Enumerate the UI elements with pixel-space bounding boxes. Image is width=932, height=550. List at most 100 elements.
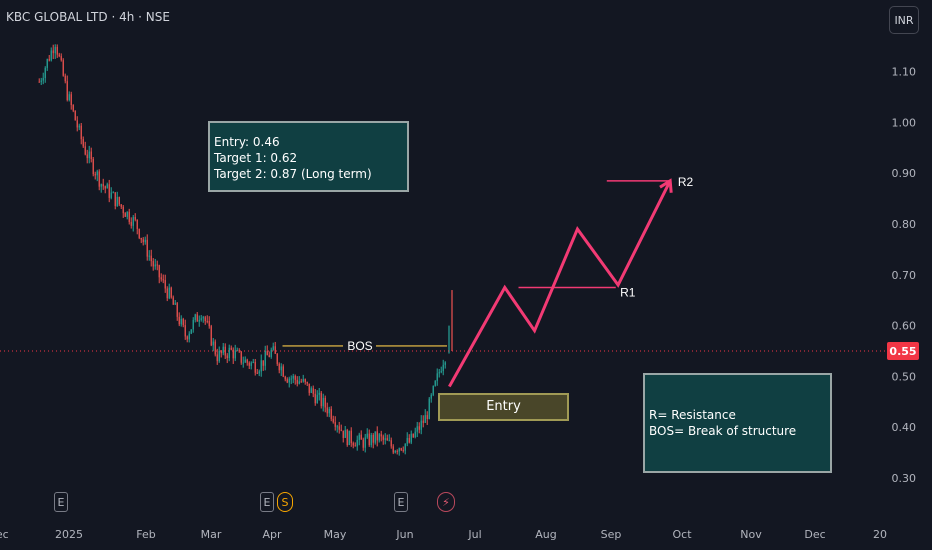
candle-body bbox=[182, 318, 184, 326]
info-entry: Entry: 0.46 bbox=[214, 135, 280, 149]
price-tick-label: 0.70 bbox=[892, 269, 917, 282]
earnings-event-icon[interactable]: E bbox=[394, 492, 408, 512]
candle-body bbox=[150, 255, 152, 262]
candle-body bbox=[80, 125, 82, 140]
time-tick-label: Dec bbox=[804, 528, 825, 541]
candle-body bbox=[350, 430, 352, 444]
candle-body bbox=[424, 415, 426, 423]
candle-body bbox=[440, 371, 442, 373]
projection-path bbox=[448, 180, 672, 388]
candle-body bbox=[126, 211, 128, 217]
candles-group bbox=[38, 44, 453, 456]
candle-body bbox=[302, 379, 304, 382]
candle-body bbox=[316, 394, 318, 404]
candle-body bbox=[98, 171, 100, 187]
candle-body bbox=[332, 418, 334, 423]
candle-body bbox=[112, 192, 114, 194]
candle-body bbox=[314, 393, 316, 404]
candle-body bbox=[248, 362, 250, 366]
candle-body bbox=[84, 146, 86, 155]
split-event-icon[interactable]: ⚡ bbox=[437, 492, 455, 512]
bos-label: BOS bbox=[347, 339, 372, 353]
candle-body bbox=[246, 359, 248, 363]
entry-zone-box[interactable]: Entry bbox=[438, 393, 569, 421]
dividend-event-icon[interactable]: S bbox=[277, 492, 293, 512]
currency-button[interactable]: INR bbox=[889, 6, 919, 34]
candle-body bbox=[92, 159, 94, 175]
candle-body bbox=[334, 422, 336, 427]
candle-body bbox=[128, 211, 130, 222]
candle-body bbox=[274, 346, 276, 354]
candle-body bbox=[70, 94, 72, 106]
candle-body bbox=[230, 347, 232, 350]
candle-body bbox=[156, 264, 158, 266]
candle-body bbox=[372, 434, 374, 443]
earnings-event-icon[interactable]: E bbox=[260, 492, 274, 512]
candle-body bbox=[426, 415, 428, 420]
candle-body bbox=[432, 385, 434, 395]
candle-body bbox=[434, 380, 436, 386]
time-tick-label: May bbox=[324, 528, 347, 541]
candle-body bbox=[416, 426, 418, 432]
time-tick-label: Dec bbox=[0, 528, 9, 541]
candle-body bbox=[270, 349, 272, 357]
candle-body bbox=[336, 426, 338, 428]
candle-body bbox=[406, 438, 408, 444]
candle-body bbox=[226, 355, 228, 359]
candle-body bbox=[298, 381, 300, 384]
candle-body bbox=[234, 350, 236, 359]
candle-body bbox=[410, 433, 412, 443]
projection-arrowhead bbox=[659, 178, 673, 193]
price-tick-label: 0.60 bbox=[892, 320, 917, 333]
candle-body bbox=[74, 110, 76, 121]
candle-body bbox=[338, 426, 340, 430]
candle-body bbox=[356, 439, 358, 447]
candle-body bbox=[216, 354, 218, 362]
candle-body bbox=[38, 81, 40, 83]
candle-body bbox=[52, 50, 54, 54]
candle-body bbox=[250, 362, 252, 366]
candle-body bbox=[368, 433, 370, 446]
candle-body bbox=[54, 46, 56, 54]
candle-body bbox=[48, 59, 50, 61]
candle-body bbox=[428, 398, 430, 420]
candle-body bbox=[328, 408, 330, 414]
candle-body bbox=[184, 325, 186, 337]
earnings-event-icon[interactable]: E bbox=[54, 492, 68, 512]
candle-body bbox=[292, 376, 294, 379]
price-tick-label: 0.50 bbox=[892, 370, 917, 383]
candle-body bbox=[342, 430, 344, 438]
candle-body bbox=[394, 450, 396, 453]
candle-body bbox=[384, 438, 386, 440]
candle-body bbox=[408, 438, 410, 443]
symbol-header[interactable]: KBC GLOBAL LTD · 4h · NSE bbox=[6, 10, 170, 24]
candle-body bbox=[62, 60, 64, 76]
legend-note-box[interactable]: R= Resistance BOS= Break of structure bbox=[643, 373, 832, 473]
candle-body bbox=[196, 314, 198, 322]
candle-body bbox=[44, 67, 46, 79]
candle-body bbox=[104, 186, 106, 189]
trade-info-box[interactable]: Entry: 0.46 Target 1: 0.62 Target 2: 0.8… bbox=[208, 121, 409, 192]
candle-body bbox=[100, 184, 102, 187]
candle-body bbox=[398, 448, 400, 452]
candle-body bbox=[212, 341, 214, 346]
candle-body bbox=[124, 213, 126, 217]
candle-body bbox=[188, 333, 190, 340]
time-tick-label: 20 bbox=[873, 528, 887, 541]
candle-body bbox=[296, 379, 298, 384]
candle-body bbox=[180, 318, 182, 325]
candle-body bbox=[266, 350, 268, 356]
candle-body bbox=[102, 184, 104, 187]
r1-label: R1 bbox=[620, 286, 636, 300]
candle-body bbox=[390, 440, 392, 447]
candle-body bbox=[58, 54, 60, 57]
candle-body bbox=[72, 105, 74, 111]
price-tick-label: 0.90 bbox=[892, 167, 917, 180]
time-tick-label: Aug bbox=[535, 528, 556, 541]
candle-body bbox=[214, 341, 216, 355]
time-axis: Dec 2025 Feb Mar Apr May Jun Jul Aug Sep Oct Nov Dec… bbox=[0, 528, 887, 541]
price-axis: 1.10 1.00 0.90 0.80 0.70 0.60 0.50 0.40 0.30 bbox=[892, 66, 917, 485]
candle-body bbox=[192, 319, 194, 330]
candle-body bbox=[376, 431, 378, 441]
